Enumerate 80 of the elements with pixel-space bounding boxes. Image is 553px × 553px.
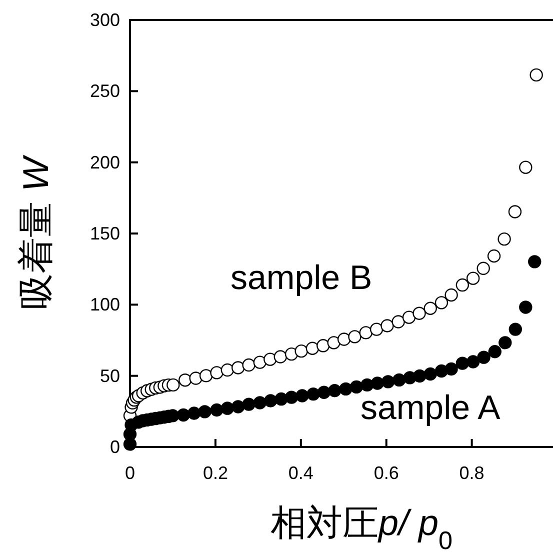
point (198, 405, 212, 418)
point (488, 345, 502, 358)
y-tick-label: 150 (90, 224, 120, 244)
point (392, 315, 405, 328)
point (337, 332, 351, 346)
point (424, 367, 437, 381)
point (242, 358, 256, 372)
point (294, 344, 308, 358)
point (456, 278, 470, 292)
series-label: sample A (360, 388, 501, 427)
point (284, 390, 298, 404)
point (498, 232, 511, 246)
point (466, 272, 480, 285)
point (264, 394, 278, 408)
point (370, 376, 384, 390)
point (498, 336, 512, 350)
point (348, 330, 362, 344)
point (199, 369, 213, 382)
point (434, 296, 448, 310)
y-axis-title: 吸着量 W (15, 154, 56, 310)
point (296, 389, 309, 402)
point (178, 374, 192, 387)
point (317, 386, 331, 399)
point (476, 262, 490, 275)
point (370, 322, 384, 336)
point (327, 336, 340, 350)
point (444, 362, 458, 376)
x-tick-label: 0 (124, 463, 136, 483)
point (528, 255, 542, 268)
point (508, 205, 522, 218)
y-tick-label: 0 (110, 437, 120, 457)
point (339, 382, 352, 396)
series-label: sample B (230, 259, 372, 298)
x-axis-title: 相対圧p/ p$_{0}$ (270, 502, 453, 553)
y-tick-label: 200 (90, 152, 120, 172)
point (189, 372, 202, 385)
point (444, 288, 458, 302)
point (530, 68, 543, 82)
point (166, 378, 180, 392)
point (456, 356, 470, 370)
point (466, 355, 480, 368)
y-tick-label: 100 (90, 294, 120, 315)
point (220, 402, 234, 415)
point (380, 319, 394, 332)
point (424, 302, 437, 315)
point (508, 322, 522, 336)
point (381, 375, 395, 388)
point (519, 300, 532, 314)
point (306, 342, 320, 355)
point (274, 350, 287, 364)
x-tick-label: 0.8 (459, 463, 484, 483)
point (220, 363, 234, 377)
y-tick-label: 250 (90, 81, 120, 102)
x-tick-label: 0.6 (374, 463, 399, 483)
point (487, 249, 501, 263)
point (264, 352, 277, 366)
point (412, 306, 426, 320)
point (232, 361, 245, 374)
point (306, 387, 320, 401)
point (316, 339, 330, 352)
point (392, 373, 406, 387)
point (350, 380, 364, 394)
point (519, 160, 532, 174)
y-tick-label: 300 (90, 10, 120, 30)
point (210, 366, 224, 380)
y-tick-label: 50 (100, 366, 120, 386)
point (359, 326, 372, 340)
point (187, 406, 201, 420)
point (402, 310, 416, 324)
x-tick-label: 0.4 (288, 463, 314, 483)
x-tick-label: 0.2 (202, 463, 228, 483)
point (477, 350, 490, 364)
point (242, 398, 256, 411)
point (253, 396, 266, 410)
point (413, 369, 426, 383)
point (253, 356, 266, 369)
point (232, 400, 245, 414)
point (328, 384, 342, 398)
point (210, 403, 224, 417)
point (176, 408, 190, 422)
